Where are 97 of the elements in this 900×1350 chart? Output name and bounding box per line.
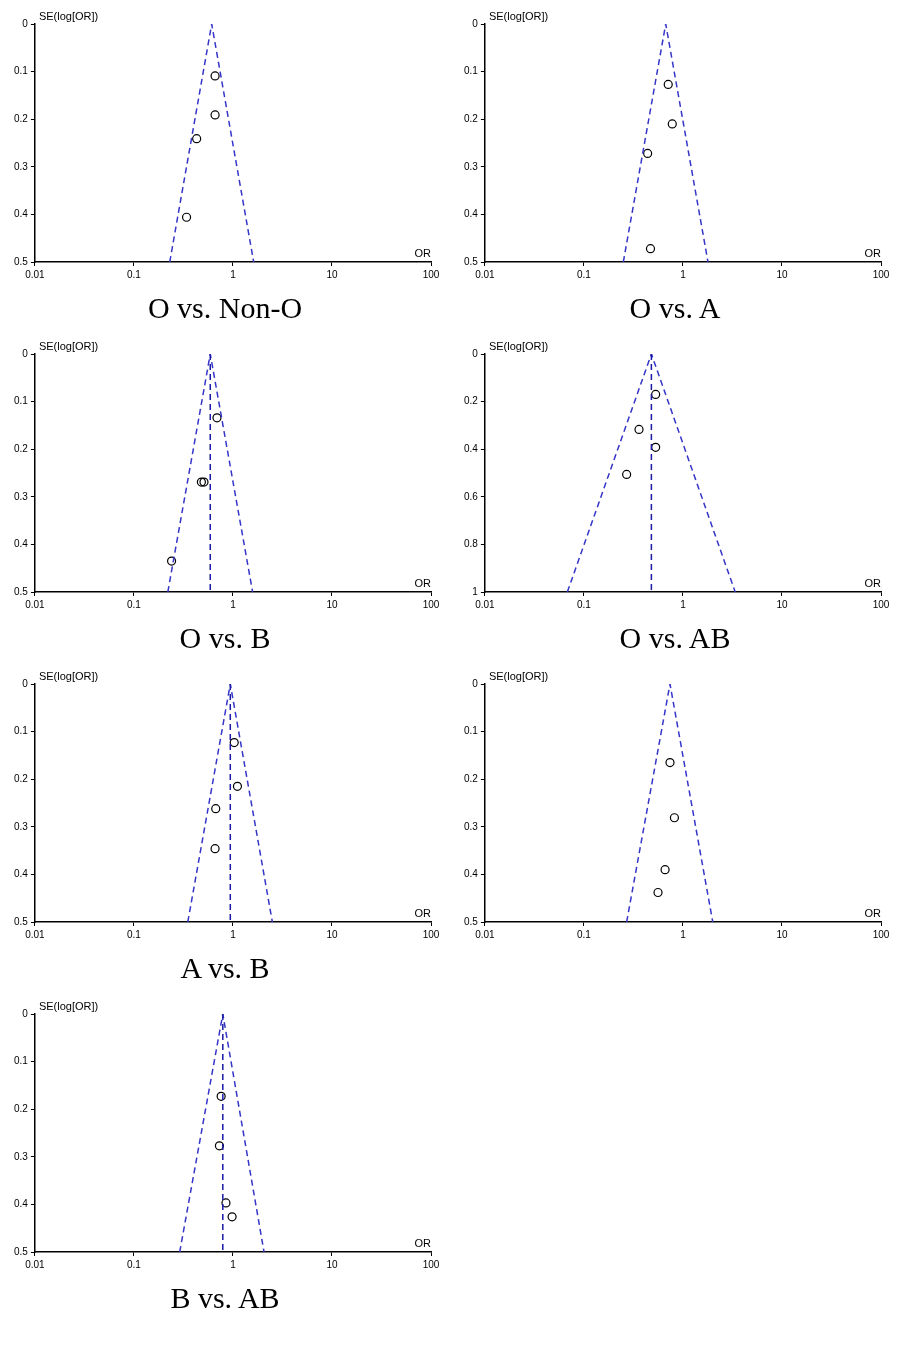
y-tick-label: 0.1 xyxy=(464,725,479,737)
x-tick-label: 0.01 xyxy=(475,598,496,610)
y-tick-label: 0.2 xyxy=(464,112,479,124)
x-axis-title: OR xyxy=(414,906,432,919)
text: A vs. B xyxy=(179,950,271,986)
y-tick-label: 0.3 xyxy=(464,820,479,832)
x-tick-label: 1 xyxy=(680,928,687,940)
y-tick-label: 0.3 xyxy=(14,490,29,502)
x-tick-label: 0.01 xyxy=(475,928,496,940)
y-tick-label: 0.6 xyxy=(464,490,479,502)
y-axis-title: SE(log[OR]) xyxy=(38,339,99,352)
text: O vs. Non-O xyxy=(146,290,304,326)
y-tick-label: 0.4 xyxy=(464,868,479,880)
y-tick-label: 1 xyxy=(472,585,479,597)
y-tick-label: 0.5 xyxy=(14,585,29,597)
y-tick-label: 0.1 xyxy=(14,1055,29,1067)
x-tick-label: 100 xyxy=(422,1258,440,1270)
x-tick-label: 0.1 xyxy=(126,1258,142,1270)
y-axis-title: SE(log[OR]) xyxy=(488,339,549,352)
y-tick-label: 0.8 xyxy=(464,538,479,550)
y-tick-label: 0.2 xyxy=(464,395,479,407)
x-tick-label: 1 xyxy=(230,598,237,610)
x-axis-title: OR xyxy=(414,1236,432,1249)
x-axis-title: OR xyxy=(864,906,882,919)
text: O vs. A xyxy=(628,290,722,326)
y-tick-label: 0.1 xyxy=(464,65,479,77)
y-tick-label: 0.2 xyxy=(14,112,29,124)
y-tick-label: 0.2 xyxy=(14,442,29,454)
x-tick-label: 0.01 xyxy=(25,928,46,940)
y-axis-title: SE(log[OR]) xyxy=(38,9,99,22)
text: O vs. AB xyxy=(618,620,732,656)
x-axis-title: OR xyxy=(864,246,882,259)
x-tick-label: 10 xyxy=(326,1258,338,1270)
x-axis-title: OR xyxy=(414,246,432,259)
y-axis-title: SE(log[OR]) xyxy=(488,9,549,22)
x-tick-label: 100 xyxy=(422,928,440,940)
y-tick-label: 0.4 xyxy=(14,208,29,220)
x-tick-label: 100 xyxy=(422,598,440,610)
y-tick-label: 0.1 xyxy=(14,395,29,407)
x-tick-label: 10 xyxy=(776,268,788,280)
y-tick-label: 0.4 xyxy=(14,1198,29,1210)
x-tick-label: 1 xyxy=(230,928,237,940)
x-tick-label: 100 xyxy=(872,928,890,940)
x-tick-label: 0.1 xyxy=(126,268,142,280)
x-tick-label: 0.01 xyxy=(25,268,46,280)
x-tick-label: 0.1 xyxy=(126,928,142,940)
y-tick-label: 0.3 xyxy=(464,160,479,172)
x-tick-label: 0.01 xyxy=(25,1258,46,1270)
x-tick-label: 0.1 xyxy=(576,598,592,610)
y-tick-label: 0 xyxy=(472,347,479,359)
x-tick-label: 0.01 xyxy=(475,268,496,280)
y-tick-label: 0 xyxy=(472,17,479,29)
y-tick-label: 0.4 xyxy=(464,442,479,454)
x-tick-label: 10 xyxy=(326,928,338,940)
y-axis-title: SE(log[OR]) xyxy=(488,669,549,682)
x-tick-label: 100 xyxy=(872,598,890,610)
y-tick-label: 0.2 xyxy=(14,772,29,784)
x-tick-label: 1 xyxy=(680,268,687,280)
y-tick-label: 0.1 xyxy=(14,65,29,77)
x-tick-label: 10 xyxy=(776,598,788,610)
x-tick-label: 0.1 xyxy=(576,928,592,940)
y-tick-label: 0.3 xyxy=(14,160,29,172)
y-axis-title: SE(log[OR]) xyxy=(38,999,99,1012)
y-tick-label: 0 xyxy=(22,17,29,29)
x-tick-label: 10 xyxy=(326,598,338,610)
x-tick-label: 100 xyxy=(872,268,890,280)
x-tick-label: 0.01 xyxy=(25,598,46,610)
x-tick-label: 0.1 xyxy=(126,598,142,610)
y-tick-label: 0 xyxy=(22,1007,29,1019)
y-tick-label: 0 xyxy=(22,347,29,359)
x-tick-label: 10 xyxy=(326,268,338,280)
x-tick-label: 1 xyxy=(230,1258,237,1270)
y-tick-label: 0.5 xyxy=(464,915,479,927)
y-tick-label: 0.2 xyxy=(14,1102,29,1114)
y-tick-label: 0.5 xyxy=(14,1245,29,1257)
x-tick-label: 10 xyxy=(776,928,788,940)
y-tick-label: 0.2 xyxy=(464,772,479,784)
x-axis-title: OR xyxy=(864,576,882,589)
y-tick-label: 0 xyxy=(472,677,479,689)
y-tick-label: 0.5 xyxy=(14,255,29,267)
y-tick-label: 0 xyxy=(22,677,29,689)
y-tick-label: 0.4 xyxy=(14,538,29,550)
y-tick-label: 0.5 xyxy=(464,255,479,267)
x-tick-label: 1 xyxy=(230,268,237,280)
y-tick-label: 0.3 xyxy=(14,820,29,832)
x-tick-label: 100 xyxy=(422,268,440,280)
x-tick-label: 0.1 xyxy=(576,268,592,280)
y-tick-label: 0.3 xyxy=(14,1150,29,1162)
y-tick-label: 0.1 xyxy=(14,725,29,737)
y-axis-title: SE(log[OR]) xyxy=(38,669,99,682)
text: O vs. B xyxy=(178,620,272,656)
y-tick-label: 0.4 xyxy=(14,868,29,880)
x-axis-title: OR xyxy=(414,576,432,589)
y-tick-label: 0.4 xyxy=(464,208,479,220)
x-tick-label: 1 xyxy=(680,598,687,610)
y-tick-label: 0.5 xyxy=(14,915,29,927)
text: B vs. AB xyxy=(169,1280,281,1316)
